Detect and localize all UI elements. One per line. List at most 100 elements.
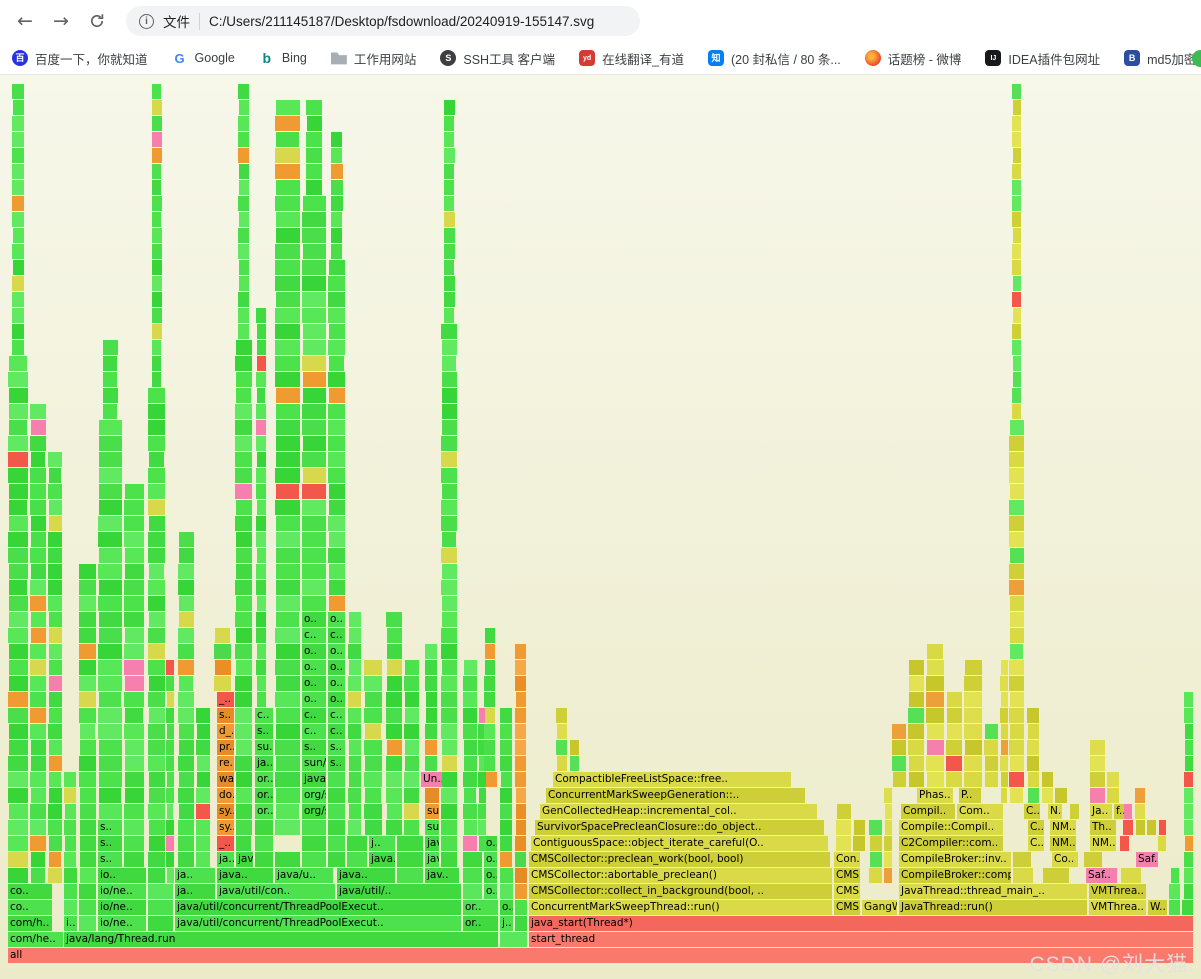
- flame-block[interactable]: [49, 516, 62, 531]
- flame-block[interactable]: [148, 388, 165, 403]
- flame-block[interactable]: [276, 100, 300, 115]
- flame-block[interactable]: [500, 724, 512, 739]
- flame-block[interactable]: [236, 388, 251, 403]
- flame-block[interactable]: [884, 788, 892, 803]
- flame-block[interactable]: [1070, 804, 1079, 819]
- flame-block[interactable]: [478, 724, 486, 739]
- flame-frame[interactable]: Ja..: [1090, 804, 1112, 819]
- flame-frame[interactable]: java/util/..: [337, 884, 461, 899]
- flame-block[interactable]: [1010, 612, 1024, 627]
- flame-block[interactable]: [31, 516, 46, 531]
- flame-block[interactable]: [99, 612, 122, 627]
- flame-block[interactable]: [236, 548, 252, 563]
- flame-block[interactable]: [12, 196, 24, 211]
- flame-block[interactable]: [892, 724, 906, 739]
- flame-block[interactable]: [1010, 788, 1023, 803]
- flame-block[interactable]: [442, 756, 457, 771]
- flame-frame[interactable]: s..: [328, 756, 345, 771]
- flame-block[interactable]: [49, 836, 62, 851]
- flame-block[interactable]: [148, 852, 165, 867]
- flame-block[interactable]: [570, 756, 579, 771]
- flame-block[interactable]: [984, 740, 998, 755]
- flame-block[interactable]: [235, 468, 252, 483]
- flame-block[interactable]: [515, 740, 526, 755]
- flame-block[interactable]: [238, 84, 249, 99]
- flame-block[interactable]: [364, 708, 382, 723]
- flame-block[interactable]: [276, 436, 300, 451]
- flame-block[interactable]: [13, 260, 24, 275]
- flame-block[interactable]: [275, 660, 300, 675]
- flame-block[interactable]: [515, 644, 526, 659]
- flame-block[interactable]: [99, 420, 122, 435]
- flame-block[interactable]: [331, 132, 342, 147]
- flame-block[interactable]: [31, 564, 46, 579]
- bookmark-item[interactable]: IJ IDEA插件包网址: [985, 49, 1100, 68]
- flame-block[interactable]: [1009, 452, 1024, 467]
- flame-frame[interactable]: JavaThread::thread_main_..: [899, 884, 1087, 899]
- flame-block[interactable]: [178, 660, 194, 675]
- flame-block[interactable]: [349, 772, 361, 787]
- flame-block[interactable]: [148, 644, 165, 659]
- flame-frame[interactable]: io/ne..: [98, 900, 146, 915]
- flame-block[interactable]: [215, 660, 231, 675]
- flame-frame[interactable]: o..: [328, 676, 345, 691]
- flame-block[interactable]: [302, 484, 326, 499]
- flame-block[interactable]: [1009, 580, 1024, 595]
- flame-block[interactable]: [441, 644, 457, 659]
- flame-block[interactable]: [275, 260, 300, 275]
- flame-frame[interactable]: o..: [302, 644, 326, 659]
- flame-block[interactable]: [166, 756, 174, 771]
- flame-block[interactable]: [215, 628, 230, 643]
- flame-block[interactable]: [1028, 772, 1039, 787]
- flame-block[interactable]: [302, 212, 326, 227]
- flame-frame[interactable]: c..: [302, 724, 326, 739]
- flame-block[interactable]: [328, 404, 345, 419]
- bookmark-item[interactable]: S SSH工具 客户端: [440, 49, 555, 68]
- flame-frame[interactable]: c..: [328, 708, 345, 723]
- flame-frame[interactable]: io/ne..: [98, 884, 146, 899]
- flame-block[interactable]: [442, 596, 457, 611]
- flame-block[interactable]: [79, 756, 96, 771]
- flame-block[interactable]: [441, 628, 457, 643]
- flame-block[interactable]: [125, 484, 144, 499]
- flame-block[interactable]: [12, 340, 24, 355]
- flame-frame[interactable]: java/lang/Thread.run: [64, 932, 498, 947]
- flame-block[interactable]: [442, 372, 457, 387]
- flame-block[interactable]: [965, 740, 982, 755]
- flame-block[interactable]: [48, 532, 62, 547]
- flame-block[interactable]: [425, 724, 437, 739]
- flame-frame[interactable]: o..: [302, 660, 326, 675]
- flame-block[interactable]: [328, 436, 345, 451]
- flame-block[interactable]: [1012, 180, 1021, 195]
- flame-block[interactable]: [964, 724, 982, 739]
- flame-frame[interactable]: s..: [98, 820, 122, 835]
- flame-block[interactable]: [329, 596, 345, 611]
- flame-block[interactable]: [1013, 228, 1021, 243]
- flame-block[interactable]: [303, 436, 326, 451]
- flame-frame[interactable]: [397, 868, 423, 883]
- flame-block[interactable]: [148, 420, 165, 435]
- flame-block[interactable]: [79, 772, 96, 787]
- bookmark-item[interactable]: 话题榜 - 微博: [864, 49, 961, 68]
- flame-block[interactable]: [387, 676, 402, 691]
- flame-block[interactable]: [328, 468, 345, 483]
- flame-block[interactable]: [238, 132, 249, 147]
- flame-block[interactable]: [79, 676, 96, 691]
- flame-frame[interactable]: [328, 852, 345, 867]
- flame-block[interactable]: [178, 628, 194, 643]
- flame-frame[interactable]: o..: [328, 612, 345, 627]
- flame-block[interactable]: [441, 324, 457, 339]
- flame-block[interactable]: [387, 740, 402, 755]
- flame-block[interactable]: [328, 452, 345, 467]
- flame-block[interactable]: [49, 612, 62, 627]
- flame-frame[interactable]: CMSP..: [834, 900, 860, 915]
- flame-block[interactable]: [425, 676, 437, 691]
- flame-block[interactable]: [79, 596, 96, 611]
- flame-block[interactable]: [1000, 756, 1008, 771]
- flame-block[interactable]: [303, 372, 326, 387]
- flame-block[interactable]: [235, 356, 252, 371]
- flame-block[interactable]: [8, 708, 28, 723]
- flame-frame[interactable]: java/u..: [275, 868, 333, 883]
- flame-block[interactable]: [302, 564, 326, 579]
- flame-block[interactable]: [256, 532, 266, 547]
